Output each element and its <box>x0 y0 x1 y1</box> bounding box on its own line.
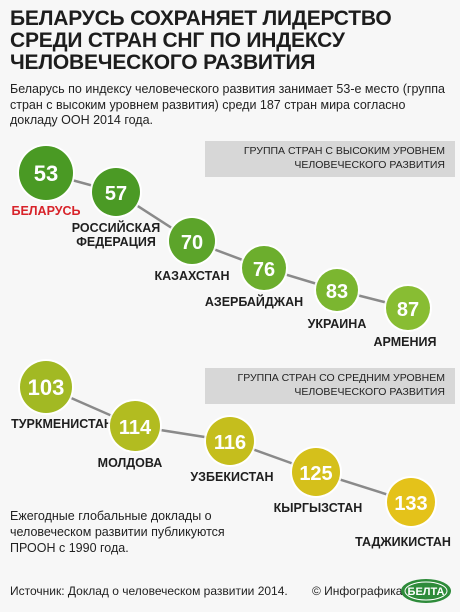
rank-value-label: 125 <box>299 463 332 485</box>
country-label: АРМЕНИЯ <box>374 335 437 349</box>
belta-logo: БЕЛТА <box>401 579 451 603</box>
rank-value-label: 114 <box>119 417 152 439</box>
rank-value-label: 133 <box>394 493 427 515</box>
rank-marker: 114 МОЛДОВА <box>98 399 163 470</box>
rank-marker: 53 БЕЛАРУСЬ <box>11 144 81 218</box>
rank-value-label: 103 <box>28 375 65 400</box>
credit-text: © Инфографика <box>312 584 403 598</box>
logo-text: БЕЛТА <box>408 586 445 598</box>
rank-circle <box>316 269 358 311</box>
rank-value-label: 116 <box>214 432 246 454</box>
country-label: ТУРКМЕНИСТАН <box>11 417 113 431</box>
rank-circle <box>387 478 435 526</box>
rank-circle <box>206 417 254 465</box>
rank-marker: 87 АРМЕНИЯ <box>374 284 437 349</box>
rank-marker: 116 УЗБЕКИСТАН <box>190 415 274 484</box>
rank-value-label: 76 <box>253 259 275 281</box>
rank-circle <box>386 286 430 330</box>
country-label: МОЛДОВА <box>98 456 163 470</box>
country-label: УКРАИНА <box>308 317 367 331</box>
note-text: Ежегодные глобальные доклады о человечес… <box>10 509 225 555</box>
rank-marker: 125 КЫРГЫЗСТАН <box>274 446 363 515</box>
page-subtitle: Беларусь по индексу человеческого развит… <box>10 82 445 127</box>
rank-value-label: 70 <box>181 232 203 254</box>
rank-circle <box>292 448 340 496</box>
rank-marker: 133 ТАДЖИКИСТАН <box>355 476 451 549</box>
rank-circle <box>19 146 73 200</box>
rank-marker: 103 ТУРКМЕНИСТАН <box>11 359 113 431</box>
rank-circle <box>20 361 72 413</box>
rank-value-label: 83 <box>326 281 348 303</box>
country-label: КЫРГЫЗСТАН <box>274 501 363 515</box>
rank-marker: 57 РОССИЙСКАЯ ФЕДЕРАЦИЯ <box>72 166 161 249</box>
page-title: БЕЛАРУСЬ СОХРАНЯЕТ ЛИДЕРСТВО СРЕДИ СТРАН… <box>10 7 392 74</box>
rank-circle <box>92 168 140 216</box>
rank-circle <box>110 401 160 451</box>
rank-circle <box>169 218 215 264</box>
source-text: Источник: Доклад о человеческом развитии… <box>10 584 288 598</box>
country-label: БЕЛАРУСЬ <box>11 204 80 218</box>
country-label: УЗБЕКИСТАН <box>190 470 273 484</box>
country-label: КАЗАХСТАН <box>155 269 230 283</box>
medium-group-label: ГРУППА СТРАН СО СРЕДНИМ УРОВНЕМ ЧЕЛОВЕЧЕ… <box>237 372 445 398</box>
rank-marker: 76 АЗЕРБАЙДЖАН <box>205 244 303 309</box>
rank-value-label: 57 <box>105 183 127 205</box>
high-group-band: ГРУППА СТРАН С ВЫСОКИМ УРОВНЕМ ЧЕЛОВЕЧЕС… <box>205 141 455 177</box>
country-label: ТАДЖИКИСТАН <box>355 535 451 549</box>
rank-circle <box>242 246 286 290</box>
rank-value-label: 87 <box>397 299 419 321</box>
country-label: РОССИЙСКАЯ ФЕДЕРАЦИЯ <box>72 220 161 249</box>
medium-group-band: ГРУППА СТРАН СО СРЕДНИМ УРОВНЕМ ЧЕЛОВЕЧЕ… <box>205 368 455 404</box>
high-group-label: ГРУППА СТРАН С ВЫСОКИМ УРОВНЕМ ЧЕЛОВЕЧЕС… <box>243 145 445 171</box>
rank-marker: 70 КАЗАХСТАН <box>155 216 230 283</box>
country-label: АЗЕРБАЙДЖАН <box>205 294 303 309</box>
rank-marker: 83 УКРАИНА <box>308 267 367 331</box>
rank-value-label: 53 <box>34 161 58 186</box>
